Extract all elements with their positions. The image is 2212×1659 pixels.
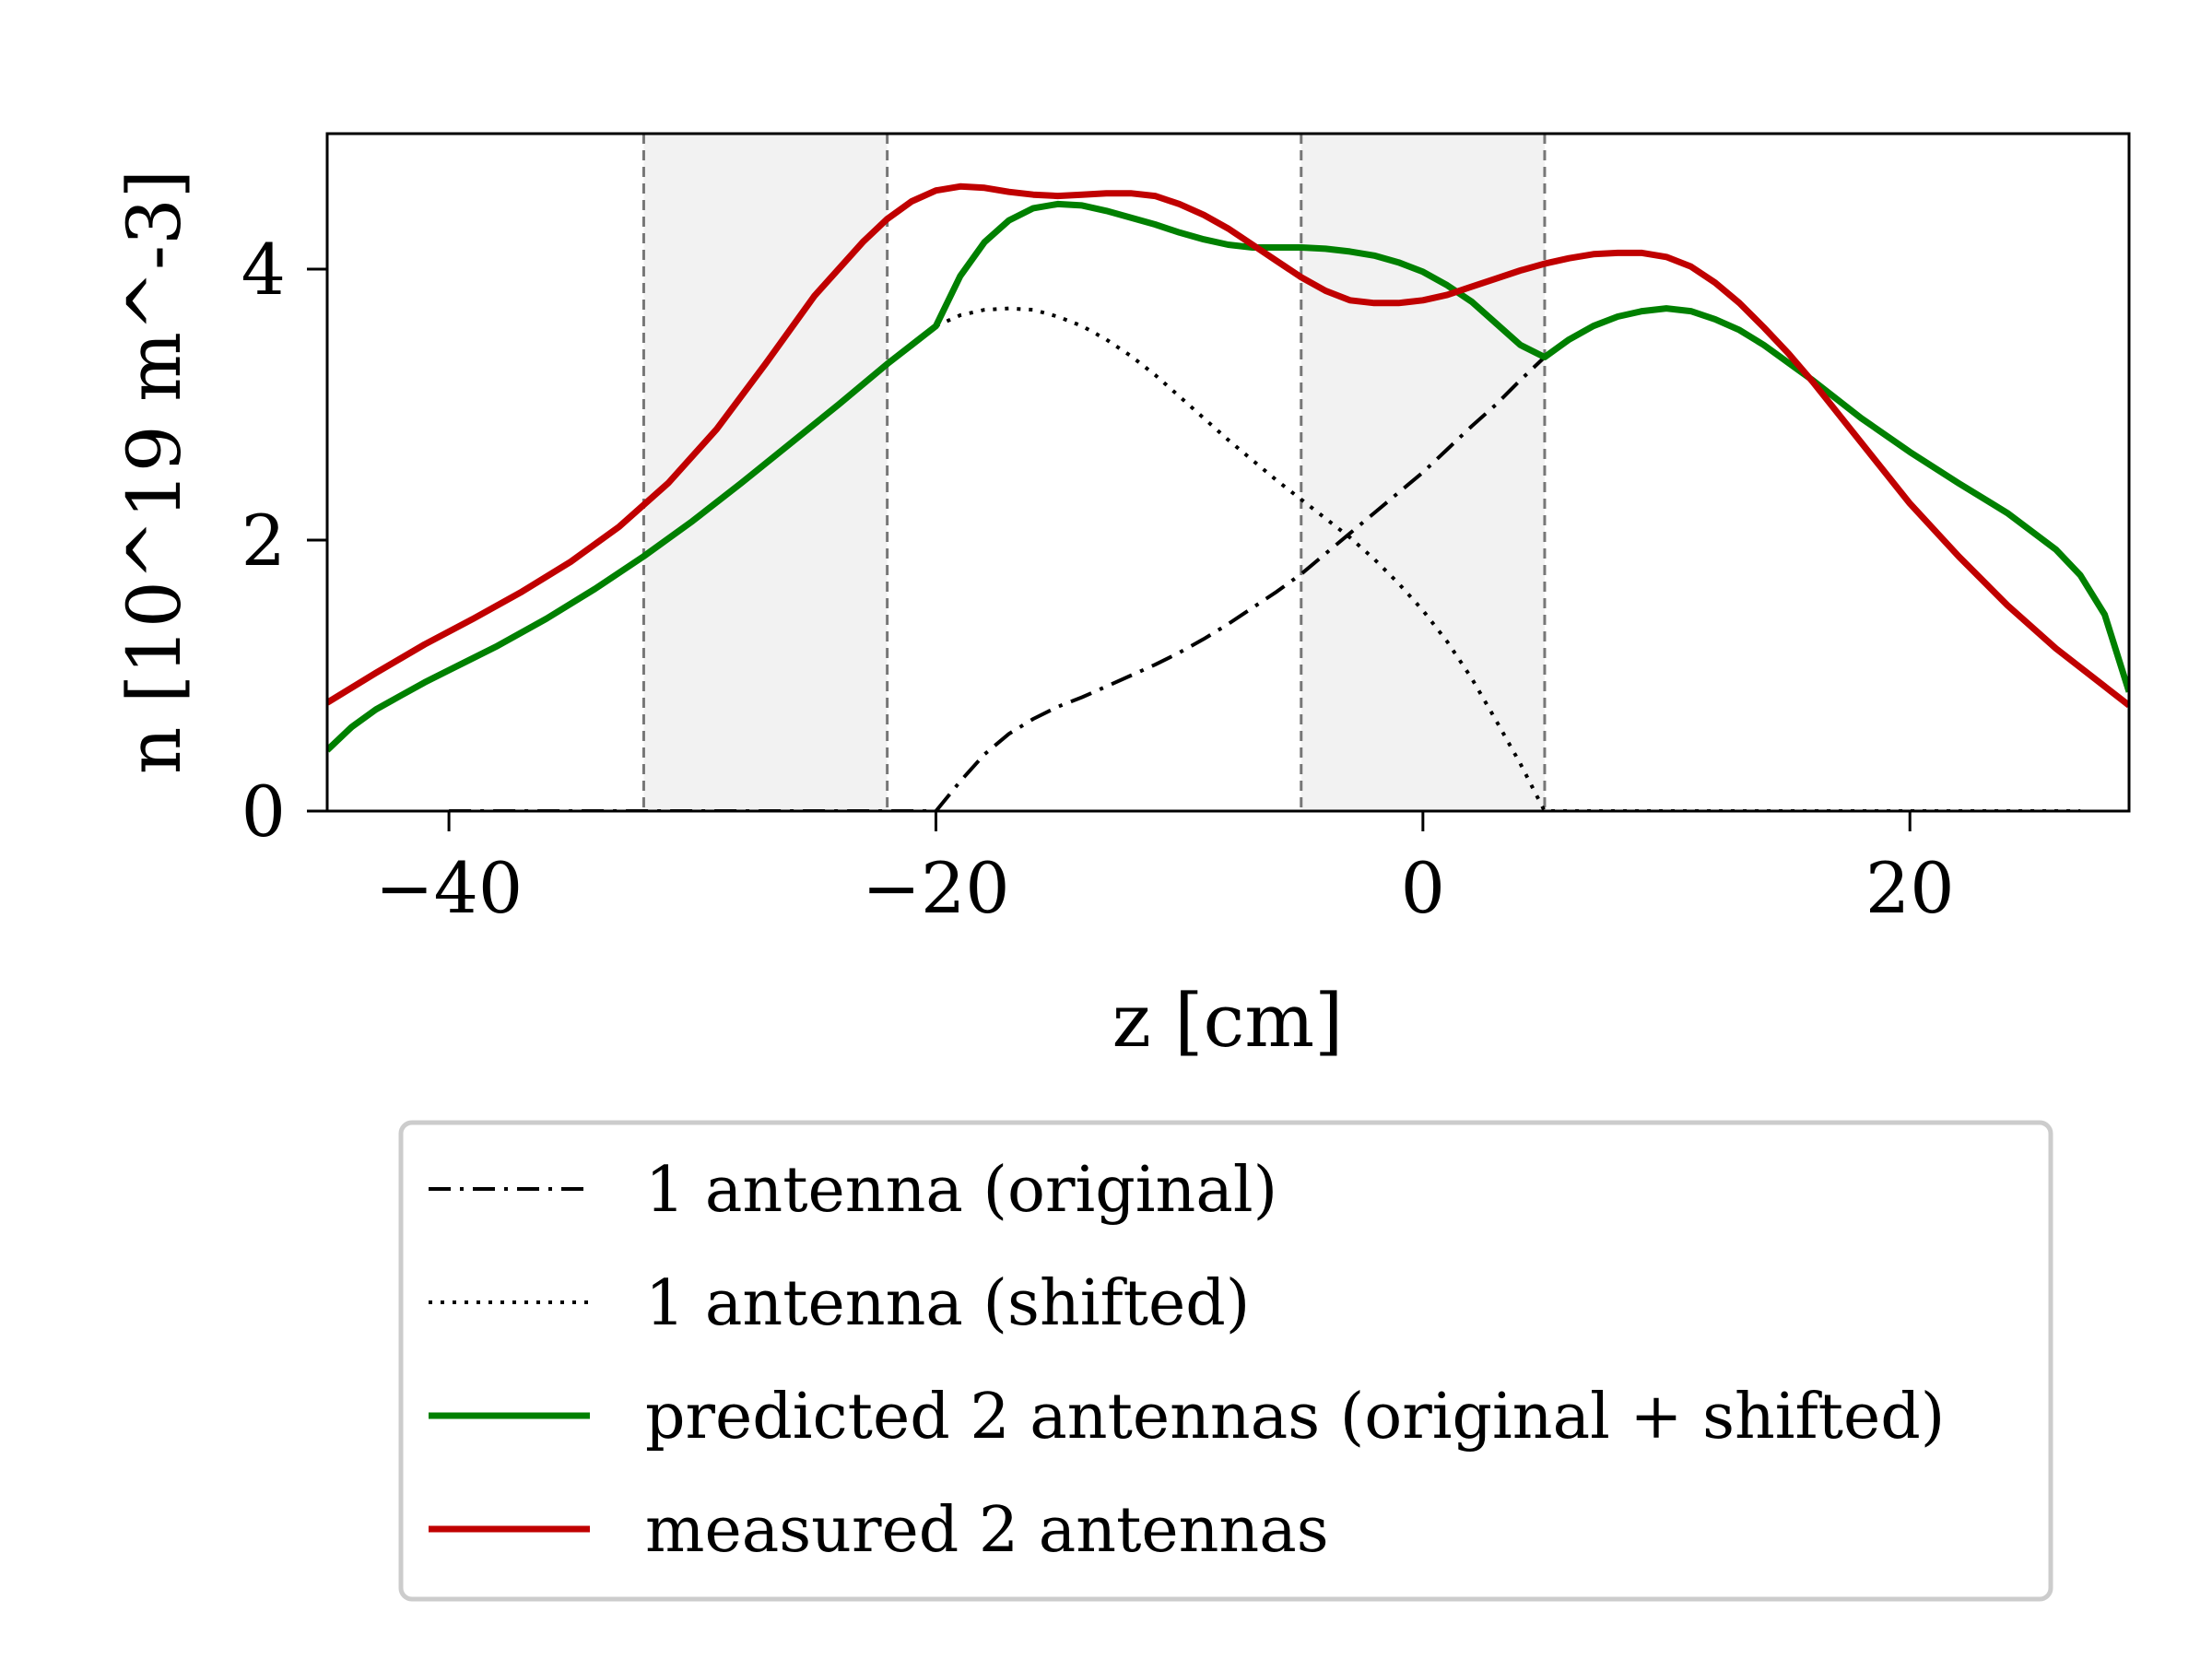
legend-label-predicted: predicted 2 antennas (original + shifted…	[645, 1381, 1945, 1453]
x-tick-label: 0	[1401, 847, 1445, 929]
shaded-regions	[643, 134, 1545, 811]
x-tick-label: −40	[375, 847, 523, 929]
vertical-reference-lines	[641, 134, 1547, 811]
series-predicted-line	[327, 200, 2129, 753]
x-axis-ticks: −40 −20 0 20	[375, 811, 1955, 929]
legend-label-original: 1 antenna (original)	[645, 1154, 1277, 1227]
x-tick-label: 20	[1865, 847, 1955, 929]
legend: 1 antenna (original) 1 antenna (shifted) p…	[398, 1120, 2053, 1602]
y-tick-label: 4	[241, 229, 286, 311]
legend-entries: 1 antenna (original) 1 antenna (shifted) p…	[429, 1154, 1945, 1567]
shaded-region-1	[643, 134, 888, 811]
shaded-region-2	[1300, 134, 1545, 811]
legend-label-shifted: 1 antenna (shifted)	[645, 1267, 1250, 1340]
x-axis-label: z [cm]	[1112, 978, 1344, 1064]
series-shifted-line	[935, 306, 2081, 811]
x-tick-label: −20	[862, 847, 1009, 929]
y-axis-ticks: 0 2 4	[241, 229, 327, 853]
series-original-line	[449, 356, 1547, 811]
y-tick-label: 2	[241, 500, 286, 582]
series-measured-line	[327, 182, 2129, 709]
y-tick-label: 0	[241, 771, 286, 853]
data-series	[327, 182, 2129, 811]
legend-label-measured: measured 2 antennas	[645, 1494, 1329, 1567]
legend-box	[398, 1120, 2053, 1602]
y-axis-label: n [10^19 m^-3]	[112, 170, 197, 774]
plot-frame	[325, 132, 2131, 813]
